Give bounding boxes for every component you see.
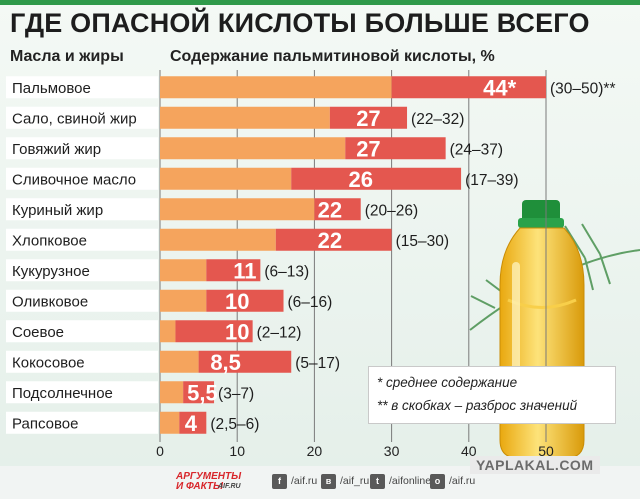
range-label: (6–13): [264, 263, 309, 280]
x-tick-label: 20: [307, 443, 323, 459]
range-label: (2,5–6): [210, 416, 259, 433]
bar-range: [275, 228, 392, 251]
column-header-palmitic: Содержание пальмитиновой кислоты, %: [170, 48, 495, 65]
data-label: 27: [356, 136, 380, 161]
data-label: 44*: [483, 75, 516, 100]
logo-line-2: И ФАКТЫ: [176, 481, 223, 492]
legend-notes: * среднее содержание ** в скобках – разб…: [368, 366, 616, 424]
category-label: Рапсовое: [12, 415, 78, 432]
category-label: Пальмовое: [12, 80, 91, 97]
logo-site: AIF.RU: [218, 483, 241, 490]
bar-range: [198, 350, 292, 373]
category-label-bg: [6, 381, 158, 404]
social-label: /aif.ru: [449, 475, 476, 487]
category-label: Сало, свиной жир: [12, 110, 137, 127]
facebook-icon: f: [272, 474, 287, 489]
bar-base: [160, 198, 315, 221]
odnoklassniki-icon: о: [430, 474, 445, 489]
data-label: 8,5: [210, 350, 241, 375]
range-label: (15–30): [396, 233, 449, 250]
bar-range: [345, 137, 446, 160]
category-label-bg: [6, 259, 158, 282]
x-tick-label: 40: [461, 443, 477, 459]
bar-base: [160, 167, 292, 190]
category-label: Куриный жир: [12, 202, 103, 219]
bar-base: [160, 259, 207, 282]
social-label: /aif.ru: [291, 475, 318, 487]
category-label: Подсолнечное: [12, 385, 113, 402]
range-label: (6–16): [288, 294, 333, 311]
data-label: 22: [318, 228, 342, 253]
range-label: (20–26): [365, 202, 418, 219]
range-label: (30–50)**: [550, 80, 616, 97]
bar-range: [183, 381, 215, 404]
category-label: Оливковое: [12, 293, 88, 310]
range-label: (24–37): [450, 141, 503, 158]
bar-range: [179, 411, 207, 434]
category-label-bg: [6, 320, 158, 343]
twitter-icon: t: [370, 474, 385, 489]
note-range: ** в скобках – разброс значений: [377, 398, 578, 413]
category-label-bg: [6, 137, 158, 160]
category-label: Кокосовое: [12, 354, 85, 371]
data-label: 11: [233, 258, 256, 283]
bar-base: [160, 106, 330, 129]
data-label: 4: [185, 411, 198, 436]
bar-base: [160, 320, 176, 343]
aif-logo: АРГУМЕНТЫ И ФАКТЫ AIF.RU: [176, 470, 244, 494]
bar-range: [391, 76, 546, 99]
x-tick-label: 10: [229, 443, 245, 459]
category-label: Кукурузное: [12, 263, 90, 280]
bar-range: [291, 167, 462, 190]
bar-range: [175, 320, 253, 343]
data-label: 10: [225, 319, 249, 344]
social-label: /aif_ru: [340, 475, 370, 487]
bar-range: [206, 259, 261, 282]
category-label-bg: [6, 350, 158, 373]
category-label-bg: [6, 106, 158, 129]
column-header-fats: Масла и жиры: [10, 48, 124, 65]
bar-base: [160, 350, 199, 373]
data-label: 26: [348, 167, 372, 192]
category-label-bg: [6, 411, 158, 434]
bar-base: [160, 411, 180, 434]
bar-base: [160, 381, 184, 404]
page-title: ГДЕ ОПАСНОЙ КИСЛОТЫ БОЛЬШЕ ВСЕГО: [10, 8, 590, 38]
category-label: Соевое: [12, 324, 64, 341]
category-label-bg: [6, 76, 158, 99]
category-label: Сливочное масло: [12, 171, 136, 188]
category-label-bg: [6, 198, 158, 221]
bar-range: [314, 198, 361, 221]
range-label: (2–12): [257, 324, 302, 341]
x-tick-label: 50: [538, 443, 554, 459]
range-label: (22–32): [411, 111, 464, 128]
category-label-bg: [6, 289, 158, 312]
watermark: YAPLAKAL.COM: [470, 456, 600, 474]
data-label: 5,5: [187, 380, 218, 405]
data-label: 27: [356, 106, 380, 131]
x-tick-label: 0: [156, 443, 164, 459]
data-label: 22: [318, 197, 342, 222]
range-label: (3–7): [218, 385, 254, 402]
range-label: (5–17): [295, 355, 340, 372]
x-tick-label: 30: [384, 443, 400, 459]
category-label-bg: [6, 228, 158, 251]
category-label: Говяжий жир: [12, 141, 101, 158]
bar-base: [160, 76, 392, 99]
bar-range: [206, 289, 284, 312]
note-average: * среднее содержание: [377, 375, 518, 390]
category-label: Хлопковое: [12, 232, 87, 249]
data-label: 10: [225, 289, 249, 314]
bar-base: [160, 137, 346, 160]
vk-icon: в: [321, 474, 336, 489]
bar-range: [329, 106, 408, 129]
range-label: (17–39): [465, 172, 518, 189]
social-label: /aifonline: [389, 475, 432, 487]
category-label-bg: [6, 167, 158, 190]
bar-base: [160, 228, 276, 251]
bar-base: [160, 289, 207, 312]
logo-line-1: АРГУМЕНТЫ: [176, 471, 242, 482]
